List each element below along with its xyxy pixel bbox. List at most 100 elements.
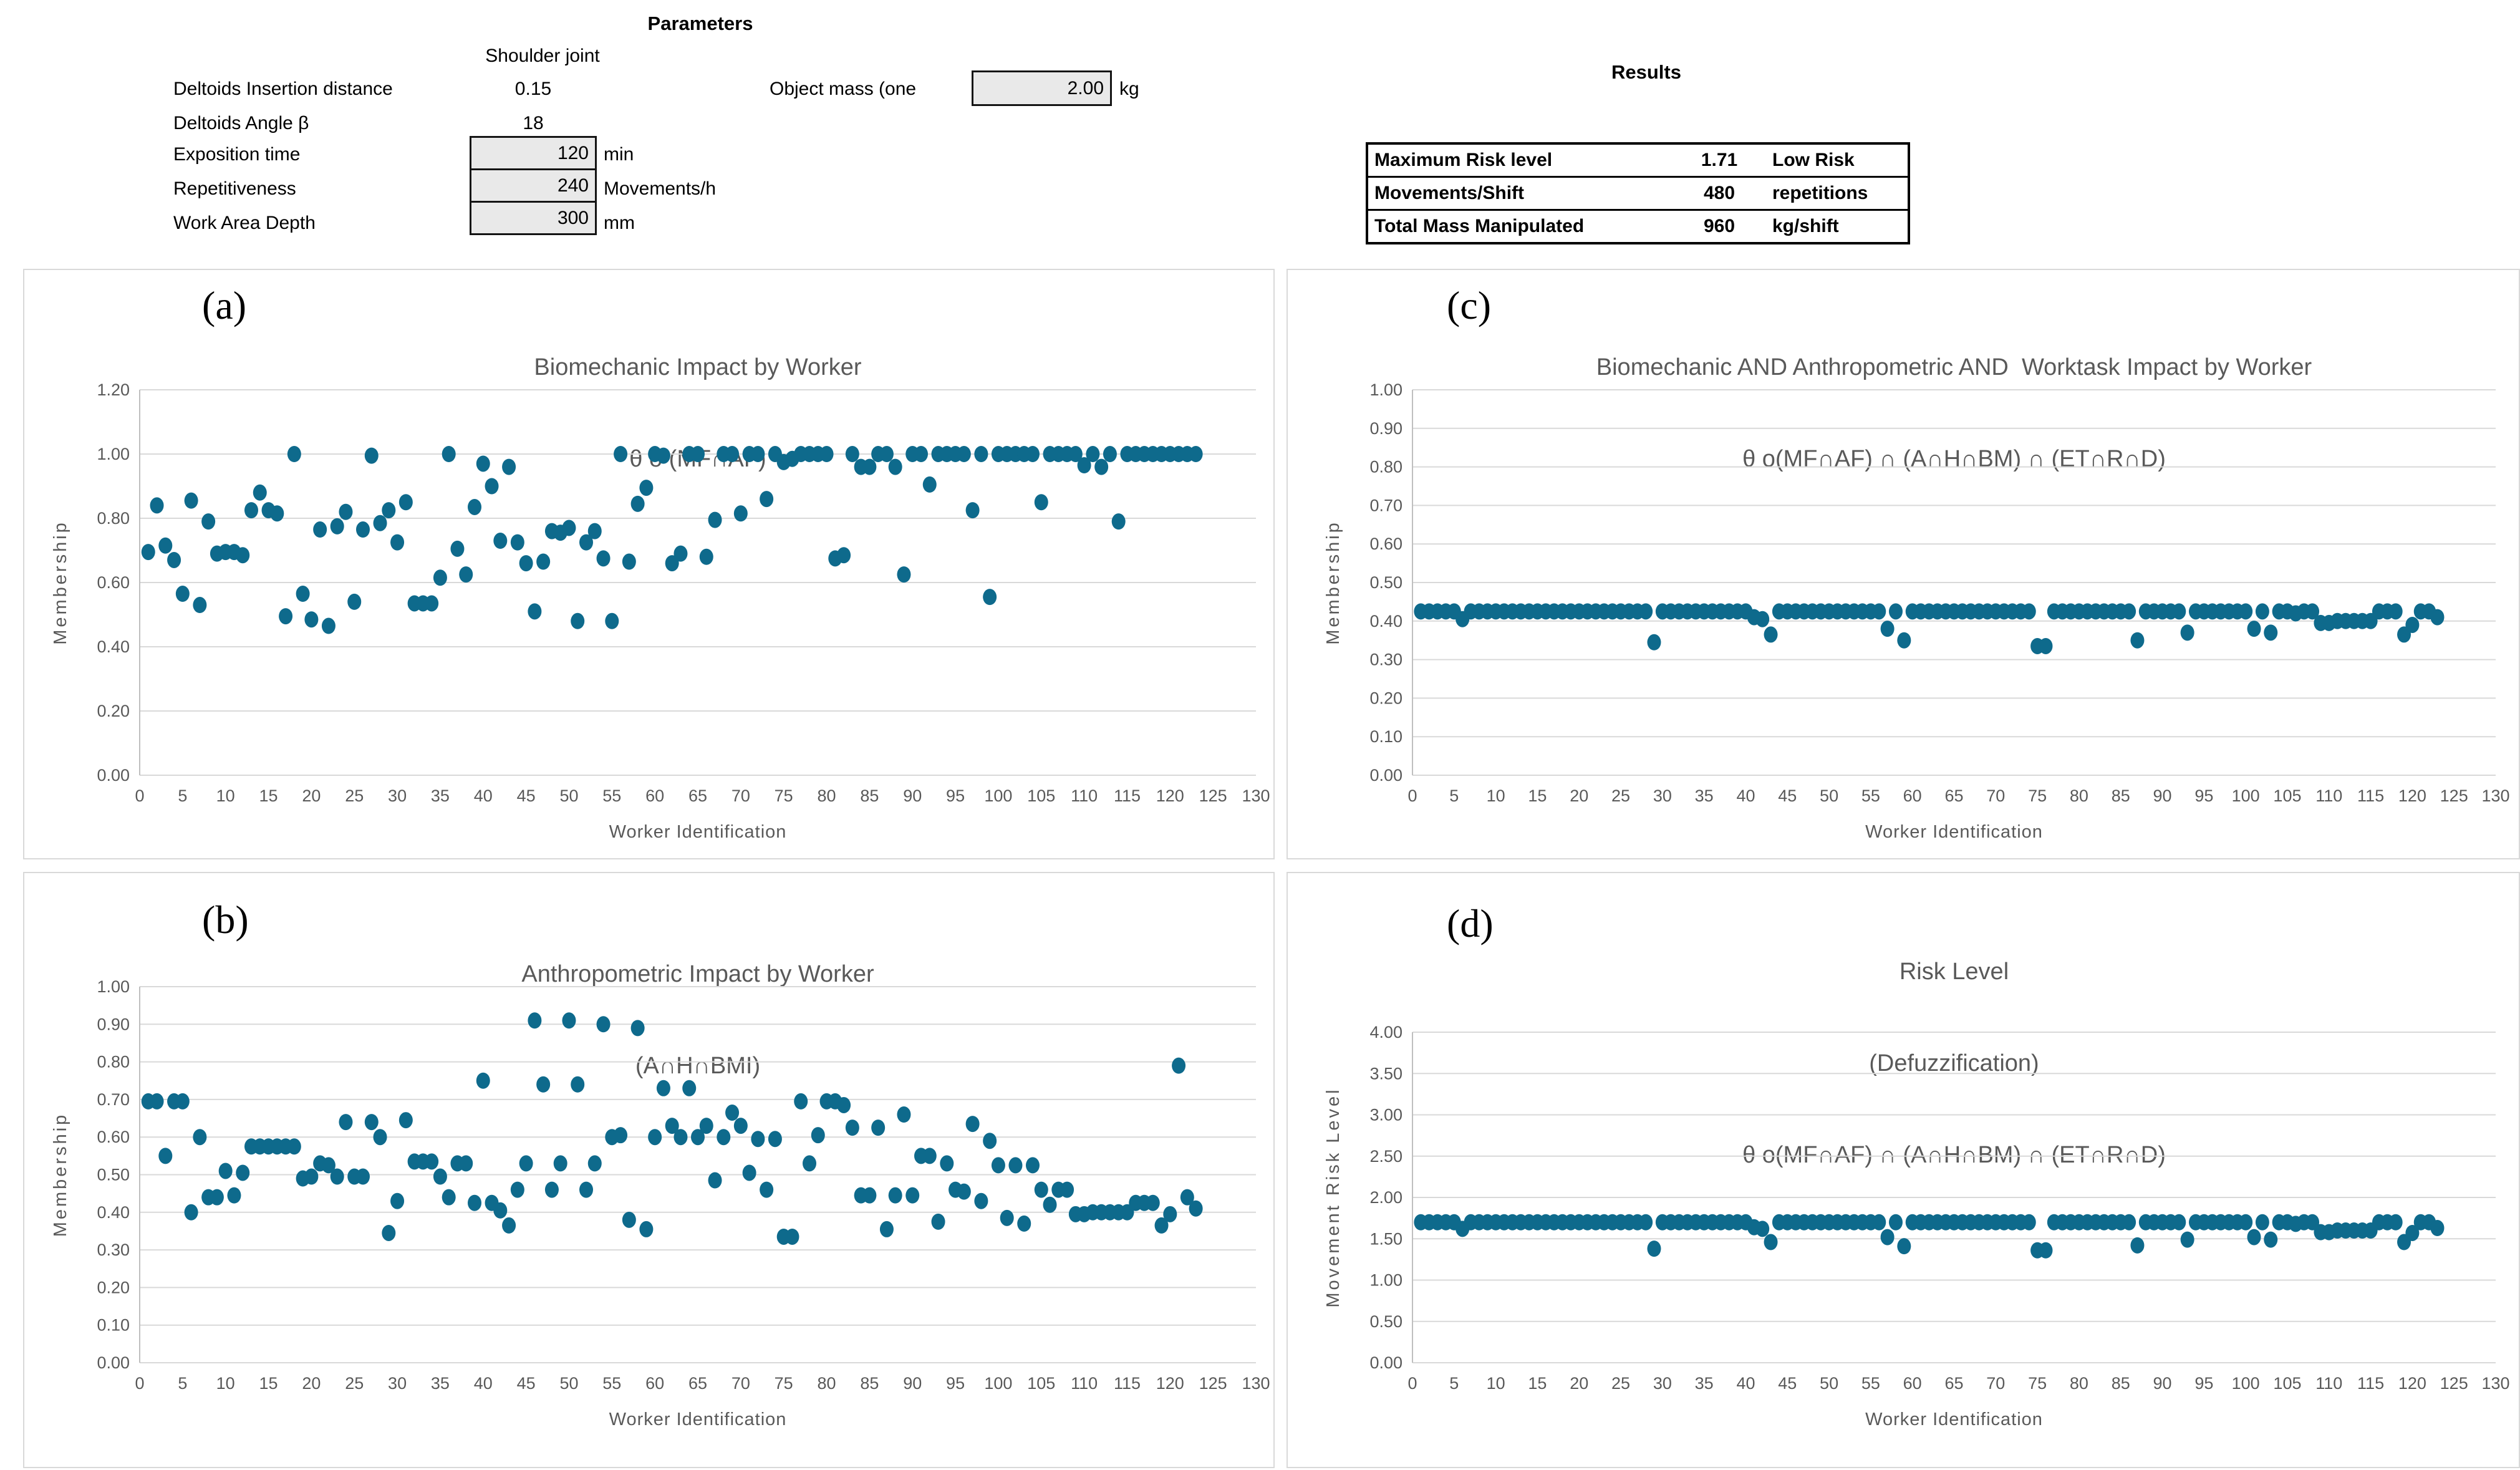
svg-text:70: 70 xyxy=(731,1374,750,1393)
svg-text:75: 75 xyxy=(775,786,793,805)
top-section: Parameters Shoulder joint Deltoids Inser… xyxy=(0,0,2520,269)
svg-text:0.10: 0.10 xyxy=(97,1316,130,1335)
svg-text:10: 10 xyxy=(1487,786,1505,805)
svg-text:20: 20 xyxy=(302,1374,321,1393)
svg-text:50: 50 xyxy=(559,786,578,805)
axis-labels: 0.00 0.20 0.40 0.60 0.80 1.00 1.20 0 5 10 15 20 25 30… xyxy=(51,380,1270,842)
chart-title-d: Risk Level (Defuzzification) θ o(MF∩AF) … xyxy=(1412,896,2496,1232)
svg-text:85: 85 xyxy=(2112,786,2130,805)
chart-title-c: Biomechanic AND Anthropometric AND Workt… xyxy=(1412,291,2496,536)
svg-text:45: 45 xyxy=(1778,1374,1797,1393)
svg-text:70: 70 xyxy=(1986,786,2005,805)
chart-title-b: Anthropometric Impact by Worker (A∩H∩BMI… xyxy=(140,898,1256,1143)
svg-text:100: 100 xyxy=(2232,1374,2260,1393)
svg-text:65: 65 xyxy=(688,786,707,805)
results-label: Movements/Shift xyxy=(1374,183,1525,203)
svg-text:30: 30 xyxy=(388,1374,407,1393)
svg-text:0.20: 0.20 xyxy=(97,702,130,720)
svg-text:0.20: 0.20 xyxy=(1369,689,1402,707)
svg-text:0: 0 xyxy=(135,1374,144,1393)
results-label: Total Mass Manipulated xyxy=(1374,216,1585,236)
y-axis-title: Movement Risk Level xyxy=(1323,1087,1343,1307)
svg-text:15: 15 xyxy=(259,786,278,805)
svg-text:85: 85 xyxy=(860,1374,879,1393)
parameter-input-stack: 120 240 300 xyxy=(470,136,597,235)
svg-text:105: 105 xyxy=(1027,786,1055,805)
svg-text:90: 90 xyxy=(2153,786,2172,805)
x-axis-title: Worker Identification xyxy=(609,1410,787,1429)
work-area-depth-unit: mm xyxy=(604,213,635,233)
svg-text:0.60: 0.60 xyxy=(97,1128,130,1146)
svg-text:40: 40 xyxy=(1736,786,1755,805)
svg-text:0.00: 0.00 xyxy=(97,766,130,785)
x-axis-title: Worker Identification xyxy=(1865,1410,2043,1429)
svg-text:2.50: 2.50 xyxy=(1369,1147,1402,1166)
svg-text:65: 65 xyxy=(688,1374,707,1393)
results-label: Maximum Risk level xyxy=(1374,150,1553,170)
svg-text:1.50: 1.50 xyxy=(1369,1229,1402,1248)
svg-text:50: 50 xyxy=(559,1374,578,1393)
svg-text:0.20: 0.20 xyxy=(97,1278,130,1297)
svg-text:60: 60 xyxy=(1903,786,1922,805)
svg-text:130: 130 xyxy=(2481,786,2509,805)
svg-text:30: 30 xyxy=(1653,786,1672,805)
exposition-time-unit: min xyxy=(604,144,634,165)
results-value: 960 xyxy=(1703,216,1736,236)
repetitiveness-input[interactable]: 240 xyxy=(470,168,597,203)
work-area-depth-input[interactable]: 300 xyxy=(470,201,597,235)
results-unit: repetitions xyxy=(1772,183,1868,203)
object-mass-label: Object mass (one xyxy=(770,79,917,99)
svg-text:125: 125 xyxy=(2440,1374,2468,1393)
svg-text:0.40: 0.40 xyxy=(97,637,130,656)
svg-text:110: 110 xyxy=(1071,786,1098,805)
axis-labels: 0.00 0.50 1.00 1.50 2.00 2.50 3.00 3.50 4.00 0 5 10… xyxy=(1323,1023,2510,1429)
svg-text:5: 5 xyxy=(1449,1374,1459,1393)
x-axis-title: Worker Identification xyxy=(609,822,787,842)
parameters-title: Parameters xyxy=(647,12,753,34)
svg-text:55: 55 xyxy=(1861,1374,1880,1393)
svg-text:0.80: 0.80 xyxy=(1369,458,1402,476)
svg-text:0.90: 0.90 xyxy=(1369,419,1402,438)
svg-text:50: 50 xyxy=(1820,786,1838,805)
axis-labels: 0.00 0.10 0.20 0.30 0.40 0.50 0.60 0.70 0.80 0.90… xyxy=(1323,380,2510,842)
param-label-deltoids-angle: Deltoids Angle β xyxy=(173,113,309,133)
svg-text:45: 45 xyxy=(517,786,536,805)
svg-text:25: 25 xyxy=(1611,1374,1630,1393)
svg-text:15: 15 xyxy=(1528,786,1547,805)
svg-text:110: 110 xyxy=(1071,1374,1098,1393)
chart-panel-d: (d) Risk Level (Defuzzification) θ o(MF∩… xyxy=(1287,872,2520,1468)
chart-title-line: Biomechanic AND Anthropometric AND Workt… xyxy=(1596,354,2312,380)
chart-title-line: θ o(MF∩AF) ∩ (A∩H∩BM) ∩ (ET∩R∩D) xyxy=(1742,446,2166,472)
svg-text:95: 95 xyxy=(946,1374,965,1393)
results-title: Results xyxy=(1611,61,1681,83)
svg-text:25: 25 xyxy=(345,1374,364,1393)
y-axis-title: Membership xyxy=(51,520,70,645)
svg-text:60: 60 xyxy=(645,1374,664,1393)
svg-text:0.00: 0.00 xyxy=(1369,1353,1402,1372)
object-mass-unit: kg xyxy=(1119,79,1139,99)
svg-text:45: 45 xyxy=(1778,786,1797,805)
svg-text:110: 110 xyxy=(2315,1374,2342,1393)
svg-text:0.60: 0.60 xyxy=(1369,534,1402,553)
svg-text:0: 0 xyxy=(1407,1374,1417,1393)
data-points xyxy=(141,1012,1203,1245)
svg-text:1.00: 1.00 xyxy=(97,445,130,463)
svg-text:10: 10 xyxy=(216,786,235,805)
results-unit: kg/shift xyxy=(1772,216,1839,236)
svg-text:0.70: 0.70 xyxy=(1369,496,1402,515)
svg-text:100: 100 xyxy=(2232,786,2260,805)
svg-text:0.10: 0.10 xyxy=(1369,727,1402,746)
param-value-deltoids-insertion: 0.15 xyxy=(514,79,552,99)
x-axis-title: Worker Identification xyxy=(1865,822,2043,842)
svg-text:40: 40 xyxy=(1736,1374,1755,1393)
object-mass-input[interactable]: 2.00 xyxy=(972,70,1112,106)
scatter-chart-anthropometric: 0.00 0.10 0.20 0.30 0.40 0.50 0.60 0.70 0.80 0.90… xyxy=(51,977,1270,1429)
data-points xyxy=(141,446,1203,634)
exposition-time-input[interactable]: 120 xyxy=(470,136,597,170)
chart-title-line: Biomechanic Impact by Worker xyxy=(534,354,862,380)
svg-text:10: 10 xyxy=(1487,1374,1505,1393)
svg-text:0.00: 0.00 xyxy=(1369,766,1402,785)
chart-title-line: θ o(MF∩AF) ∩ (A∩H∩BM) ∩ (ET∩R∩D) xyxy=(1742,1142,2166,1168)
chart-title-line: Risk Level xyxy=(1899,959,2009,985)
gridlines xyxy=(139,389,1256,776)
